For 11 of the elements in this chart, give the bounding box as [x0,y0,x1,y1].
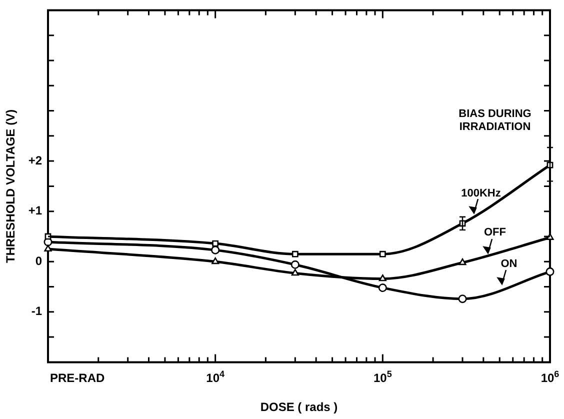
x-tick-label: PRE-RAD [50,371,105,386]
y-tick-label: +1 [28,204,42,218]
legend-title: BIAS DURING IRRADIATION [458,108,532,134]
y-tick-label: +2 [28,153,42,168]
series-label: 100KHz [461,187,502,200]
y-axis-title: THRESHOLD VOLTAGE (V) [4,109,18,263]
legend-label: OFF [484,226,506,239]
y-tick-label: -1 [31,304,42,318]
x-axis-title: DOSE ( rads ) [260,400,338,414]
y-tick-label: 0 [35,254,42,268]
legend-label: ON [500,258,518,270]
